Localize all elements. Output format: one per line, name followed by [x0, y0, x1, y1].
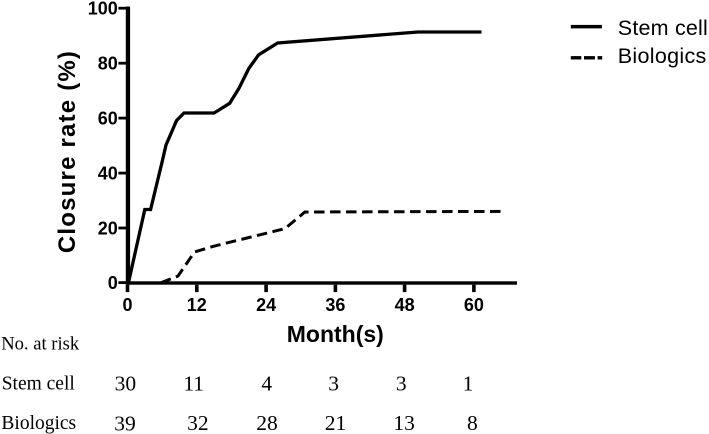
svg-text:3: 3	[328, 372, 339, 396]
svg-text:39: 39	[114, 412, 136, 434]
svg-text:Month(s): Month(s)	[287, 321, 384, 347]
svg-text:36: 36	[325, 295, 345, 315]
svg-text:30: 30	[115, 372, 137, 396]
svg-text:4: 4	[261, 372, 272, 396]
svg-text:1: 1	[463, 372, 474, 396]
svg-text:8: 8	[467, 411, 478, 434]
svg-text:Biologics: Biologics	[1, 413, 76, 434]
svg-text:32: 32	[187, 411, 209, 434]
svg-text:Stem cell: Stem cell	[618, 16, 708, 40]
svg-text:0: 0	[122, 295, 132, 315]
svg-text:11: 11	[183, 372, 204, 396]
svg-text:Closure rate (%): Closure rate (%)	[54, 50, 81, 253]
svg-text:60: 60	[98, 109, 118, 129]
svg-text:13: 13	[393, 411, 415, 434]
svg-text:No. at risk: No. at risk	[1, 334, 80, 355]
svg-text:Biologics: Biologics	[618, 44, 707, 68]
svg-text:0: 0	[108, 273, 118, 293]
svg-text:21: 21	[325, 411, 347, 434]
svg-text:28: 28	[256, 411, 278, 434]
svg-text:12: 12	[187, 295, 207, 315]
svg-text:20: 20	[98, 218, 118, 238]
svg-text:60: 60	[464, 295, 484, 315]
svg-text:48: 48	[395, 295, 415, 315]
svg-text:24: 24	[256, 295, 276, 315]
svg-text:Stem cell: Stem cell	[2, 374, 76, 395]
svg-text:80: 80	[98, 54, 118, 74]
svg-text:100: 100	[88, 0, 118, 19]
svg-text:3: 3	[396, 372, 407, 396]
svg-text:40: 40	[98, 164, 118, 184]
